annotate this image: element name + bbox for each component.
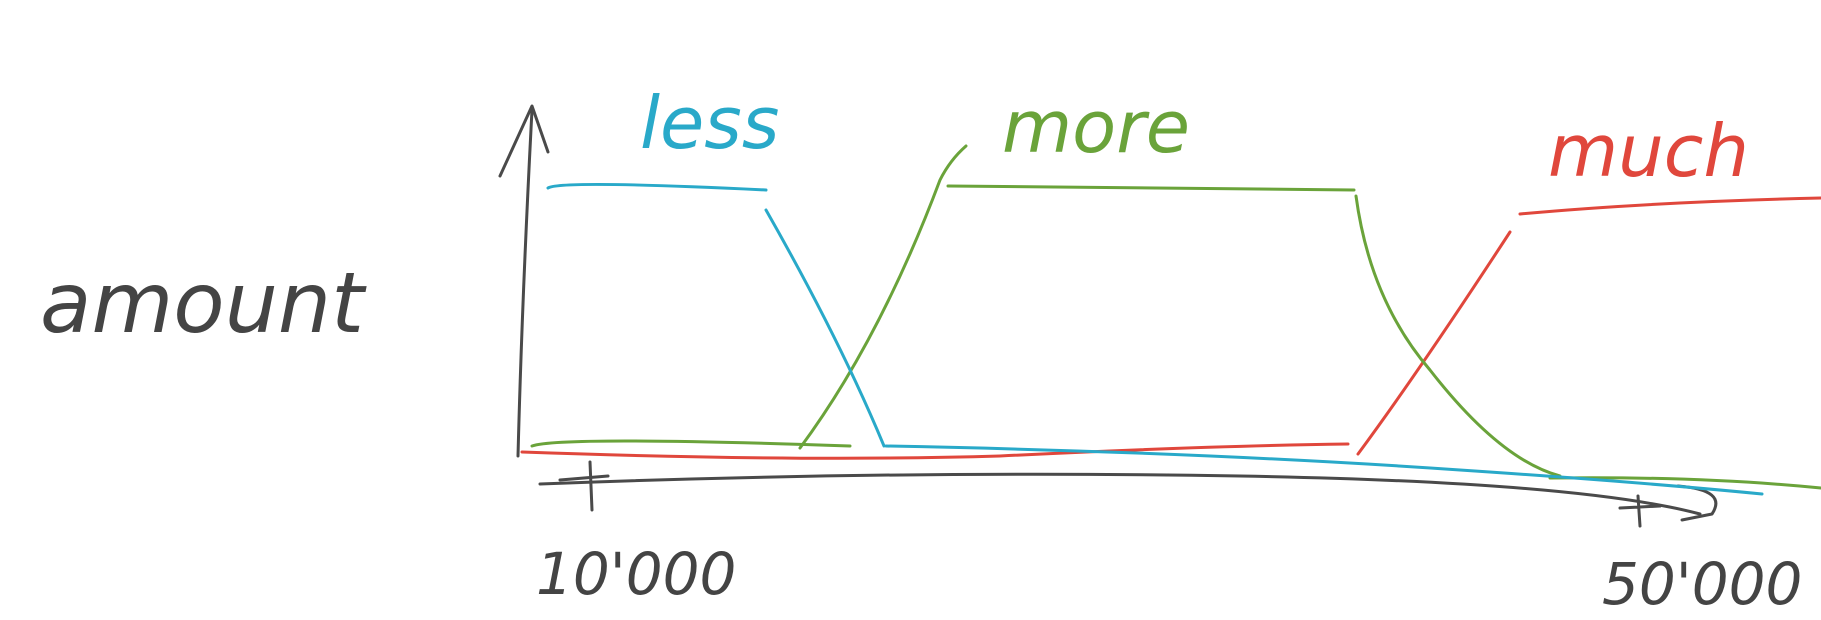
x-axis: [538, 472, 1702, 516]
y-axis-arrow-head: [498, 104, 550, 178]
y-axis-label: amount: [40, 254, 367, 352]
x-tick-label-10000: 10'000: [536, 540, 736, 608]
x-tick-right: [1618, 494, 1662, 528]
series-more-curve: [530, 144, 1821, 490]
series-much-curve: [520, 196, 1821, 460]
axes: [498, 104, 1718, 528]
x-axis-arrow-head: [1676, 484, 1718, 522]
x-tick-left: [558, 460, 610, 512]
series-less-label: less: [640, 81, 779, 165]
x-tick-label-50000: 50'000: [1602, 550, 1802, 618]
series-less-curve: [546, 182, 1764, 496]
series-more-label: more: [1002, 85, 1190, 169]
y-axis: [516, 108, 534, 458]
series-much-label: much: [1548, 109, 1749, 193]
